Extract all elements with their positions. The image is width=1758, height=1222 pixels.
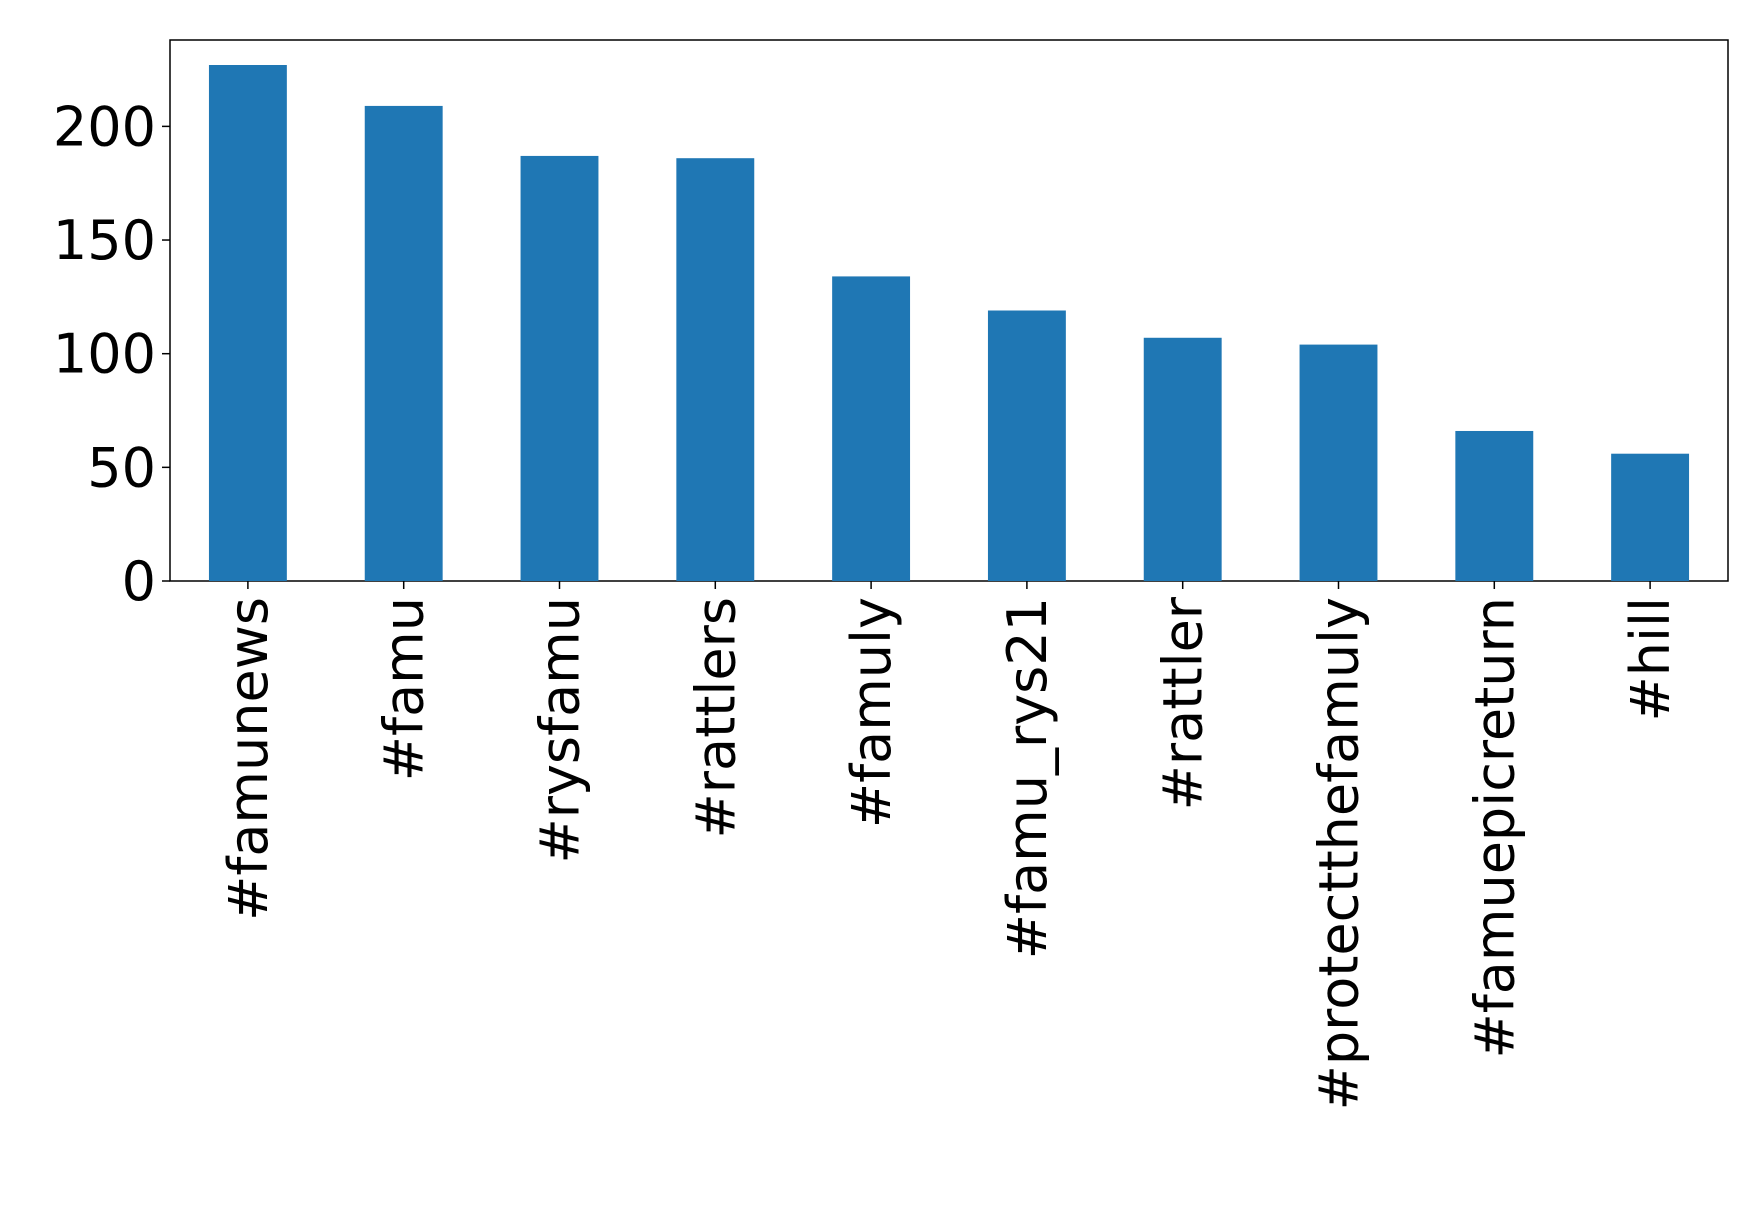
x-tick-label: #famu [373,597,436,781]
x-tick-label: #protectthefamuly [1308,597,1371,1110]
bar [208,65,287,581]
bar [987,310,1066,581]
x-tick-label: #rattler [1152,596,1215,810]
x-tick-label: #rattlers [684,597,747,838]
x-tick-label: #famunews [217,597,280,921]
bar [1143,337,1222,581]
y-tick-label: 50 [87,436,156,499]
bar [1611,453,1690,581]
x-tick-label: #famuly [840,597,903,828]
y-tick-label: 200 [53,95,156,158]
bar [832,276,911,581]
y-tick-label: 100 [53,323,156,386]
x-tick-label: #famu_rys21 [996,597,1059,959]
y-tick-label: 0 [122,550,156,613]
plot-frame [169,39,1729,582]
y-tick-label: 150 [53,209,156,272]
bar [1299,344,1378,581]
bar [1455,430,1534,581]
x-tick-label: #famuepicreturn [1463,597,1526,1058]
bar [676,158,755,582]
x-tick-label: #hill [1619,597,1682,721]
bar [520,155,599,581]
x-tick-label: #rysfamu [529,597,592,863]
bar [364,105,443,581]
